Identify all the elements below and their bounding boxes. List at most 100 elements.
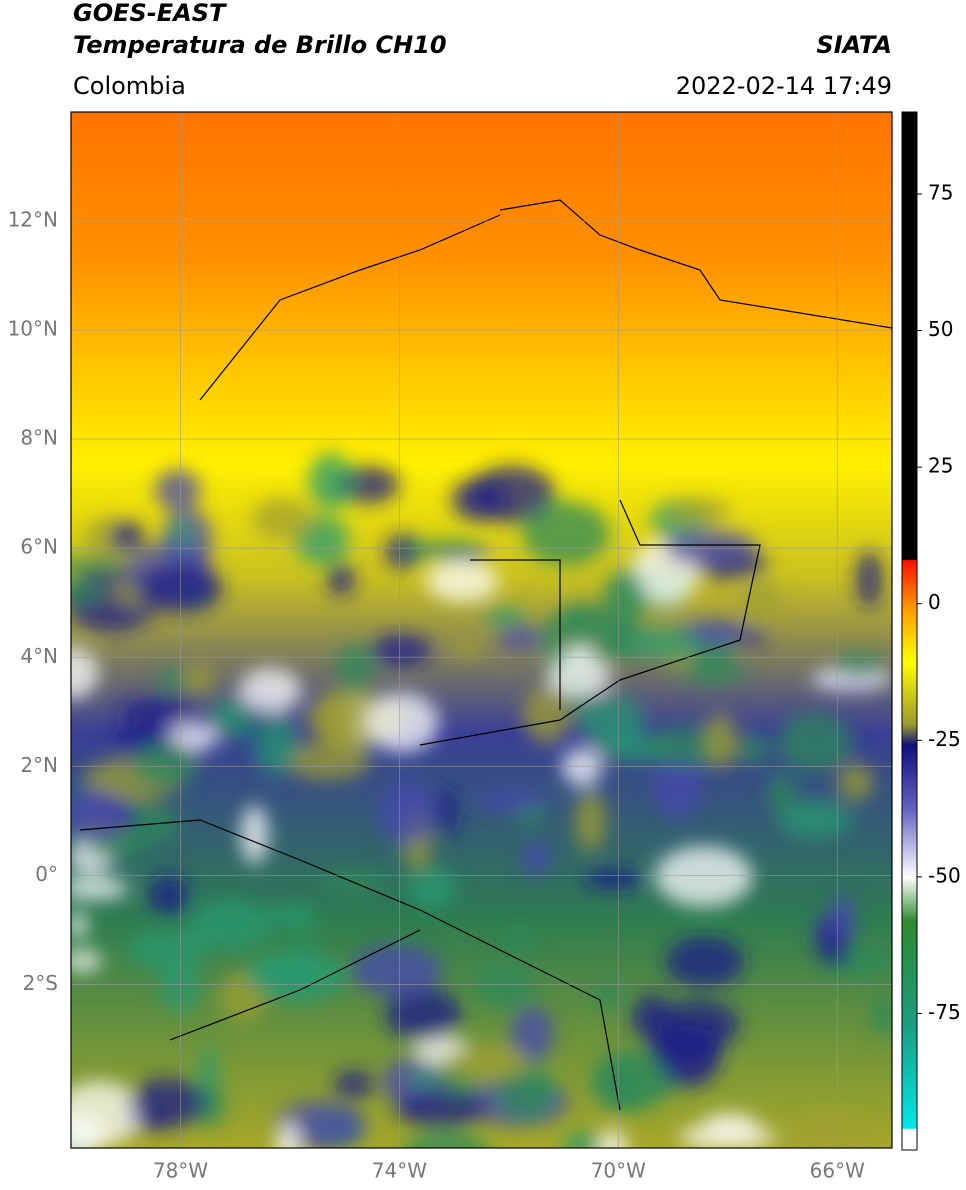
lon-tick-label: 74°W: [372, 1159, 427, 1183]
cloud: [158, 958, 201, 1013]
colorbar-tick-label: -75: [928, 1000, 961, 1024]
cloud: [561, 747, 603, 787]
cloud: [71, 949, 102, 972]
cloud: [591, 982, 623, 1010]
cloud: [154, 469, 201, 511]
cloud: [777, 712, 853, 773]
colorbar-tick-label: -50: [928, 863, 961, 887]
cloud: [856, 550, 883, 608]
cloud: [703, 712, 738, 769]
colorbar-tick-label: 75: [928, 180, 953, 204]
cloud: [246, 953, 346, 994]
cloud: [665, 936, 745, 988]
cloud: [266, 904, 316, 925]
cloud: [411, 1067, 437, 1089]
cloud: [481, 607, 527, 625]
cloud: [654, 755, 702, 819]
cloud: [451, 477, 507, 522]
cloud: [562, 1131, 603, 1148]
cloud: [71, 912, 89, 938]
cloud: [565, 602, 596, 635]
cloud: [578, 694, 645, 749]
cloud: [351, 944, 442, 997]
cloud: [828, 893, 856, 942]
cloud: [541, 604, 633, 669]
lon-tick-label: 78°W: [153, 1159, 208, 1183]
cloud: [523, 684, 571, 744]
cloud: [679, 1123, 774, 1148]
cloud: [71, 581, 107, 603]
cloud: [188, 899, 272, 952]
cloud: [496, 626, 544, 651]
cloud: [71, 790, 128, 843]
cloud: [628, 625, 700, 662]
cloud: [71, 1115, 105, 1148]
cloud: [831, 652, 888, 678]
lat-tick-label: 6°N: [20, 535, 58, 559]
cloud: [148, 875, 189, 916]
cloud: [395, 1089, 485, 1128]
lat-tick-label: 2°S: [23, 971, 58, 995]
cloud: [583, 868, 644, 890]
subtitle: Temperatura de Brillo CH10: [73, 31, 447, 59]
cloud: [251, 497, 312, 540]
cloud: [602, 571, 647, 628]
cloud: [128, 1077, 206, 1128]
cloud: [127, 929, 207, 970]
cloud: [663, 529, 758, 566]
cloud: [596, 1128, 628, 1148]
lat-tick-label: 0°: [35, 862, 58, 886]
cloud: [735, 732, 770, 766]
cloud: [426, 560, 499, 603]
cloud: [787, 1111, 877, 1148]
cloud: [319, 871, 390, 892]
cloud: [333, 1069, 374, 1099]
cloud: [406, 866, 457, 910]
lon-tick-label: 70°W: [591, 1159, 646, 1183]
cloud: [402, 1130, 490, 1148]
cloud: [522, 501, 610, 566]
cloud: [370, 634, 432, 667]
colorbar-tick-label: 50: [928, 317, 953, 341]
cloud: [521, 840, 552, 877]
cloud: [574, 790, 607, 852]
region: Colombia: [73, 72, 186, 100]
cloud: [838, 763, 874, 801]
cloud: [870, 995, 892, 1036]
cloud: [132, 740, 199, 790]
lat-tick-label: 2°N: [20, 753, 58, 777]
title: GOES-EAST: [73, 0, 227, 27]
cloud: [402, 540, 484, 560]
cloud: [366, 692, 439, 753]
datetime: 2022-02-14 17:49: [676, 72, 892, 100]
cloud: [76, 1145, 90, 1148]
cloud: [778, 799, 853, 839]
cloud: [157, 666, 188, 692]
cloud: [454, 637, 481, 660]
cloud: [307, 452, 353, 510]
cloud: [183, 663, 215, 694]
cloud: [547, 656, 612, 698]
cloud: [472, 962, 535, 1009]
cloud: [276, 1121, 301, 1148]
colorbar: [901, 111, 918, 1151]
borders: [79, 199, 892, 1111]
colorbar-tick-label: 0: [928, 590, 941, 614]
cloud: [563, 645, 596, 664]
cloud: [378, 780, 437, 844]
map-area: [71, 112, 892, 1148]
cloud: [119, 698, 195, 724]
cloud: [253, 712, 299, 775]
cloud: [385, 987, 462, 1042]
cloud-field: [71, 452, 892, 1148]
cloud: [71, 555, 126, 574]
cloud: [767, 772, 797, 814]
cloud: [495, 1065, 557, 1120]
cloud: [738, 578, 783, 631]
cloud: [334, 643, 374, 697]
lat-tick-label: 4°N: [20, 644, 58, 668]
cloud: [208, 697, 256, 739]
lat-tick-label: 8°N: [20, 426, 58, 450]
cloud: [655, 845, 753, 907]
